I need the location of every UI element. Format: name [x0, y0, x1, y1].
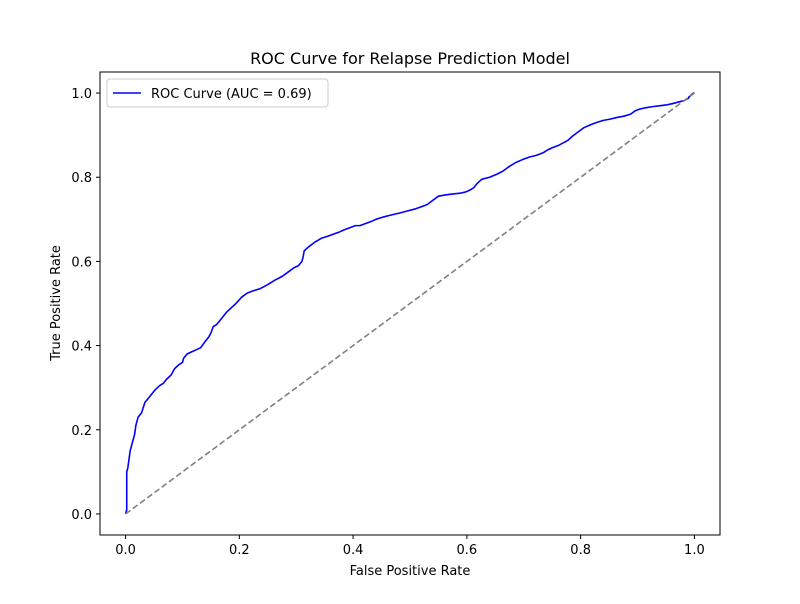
x-tick-label: 0.0	[115, 543, 136, 558]
x-tick-label: 0.6	[457, 543, 478, 558]
x-tick-label: 0.8	[570, 543, 591, 558]
y-tick-label: 1.0	[71, 87, 92, 102]
x-tick-label: 0.4	[343, 543, 364, 558]
legend: ROC Curve (AUC = 0.69)	[106, 78, 329, 108]
y-axis-label: True Positive Rate	[49, 245, 64, 362]
y-tick-label: 0.4	[71, 340, 92, 355]
y-tick-label: 0.0	[71, 508, 92, 523]
x-tick-label: 1.0	[684, 543, 705, 558]
y-tick-label: 0.6	[71, 255, 92, 270]
x-tick-label: 0.2	[229, 543, 250, 558]
legend-label: ROC Curve (AUC = 0.69)	[151, 87, 312, 102]
ticks-layer: 0.0 0.2 0.4 0.6 0.8 1.0 0.0 0.2 0.4 0.6 0.8 1.0	[71, 87, 704, 558]
plot-area: 0.0 0.2 0.4 0.6 0.8 1.0 0.0 0.2 0.4 0.6 0.8 1.0 ROC…	[71, 71, 721, 558]
roc-curve-line	[124, 92, 695, 515]
curves-layer	[124, 92, 695, 515]
chart-title: ROC Curve for Relapse Prediction Model	[250, 49, 570, 68]
y-tick-label: 0.2	[71, 424, 92, 439]
chance-diagonal-line	[125, 92, 695, 515]
y-tick-label: 0.8	[71, 171, 92, 186]
x-axis-label: False Positive Rate	[350, 564, 471, 579]
legend-box	[106, 78, 329, 108]
plot-frame	[99, 71, 721, 536]
